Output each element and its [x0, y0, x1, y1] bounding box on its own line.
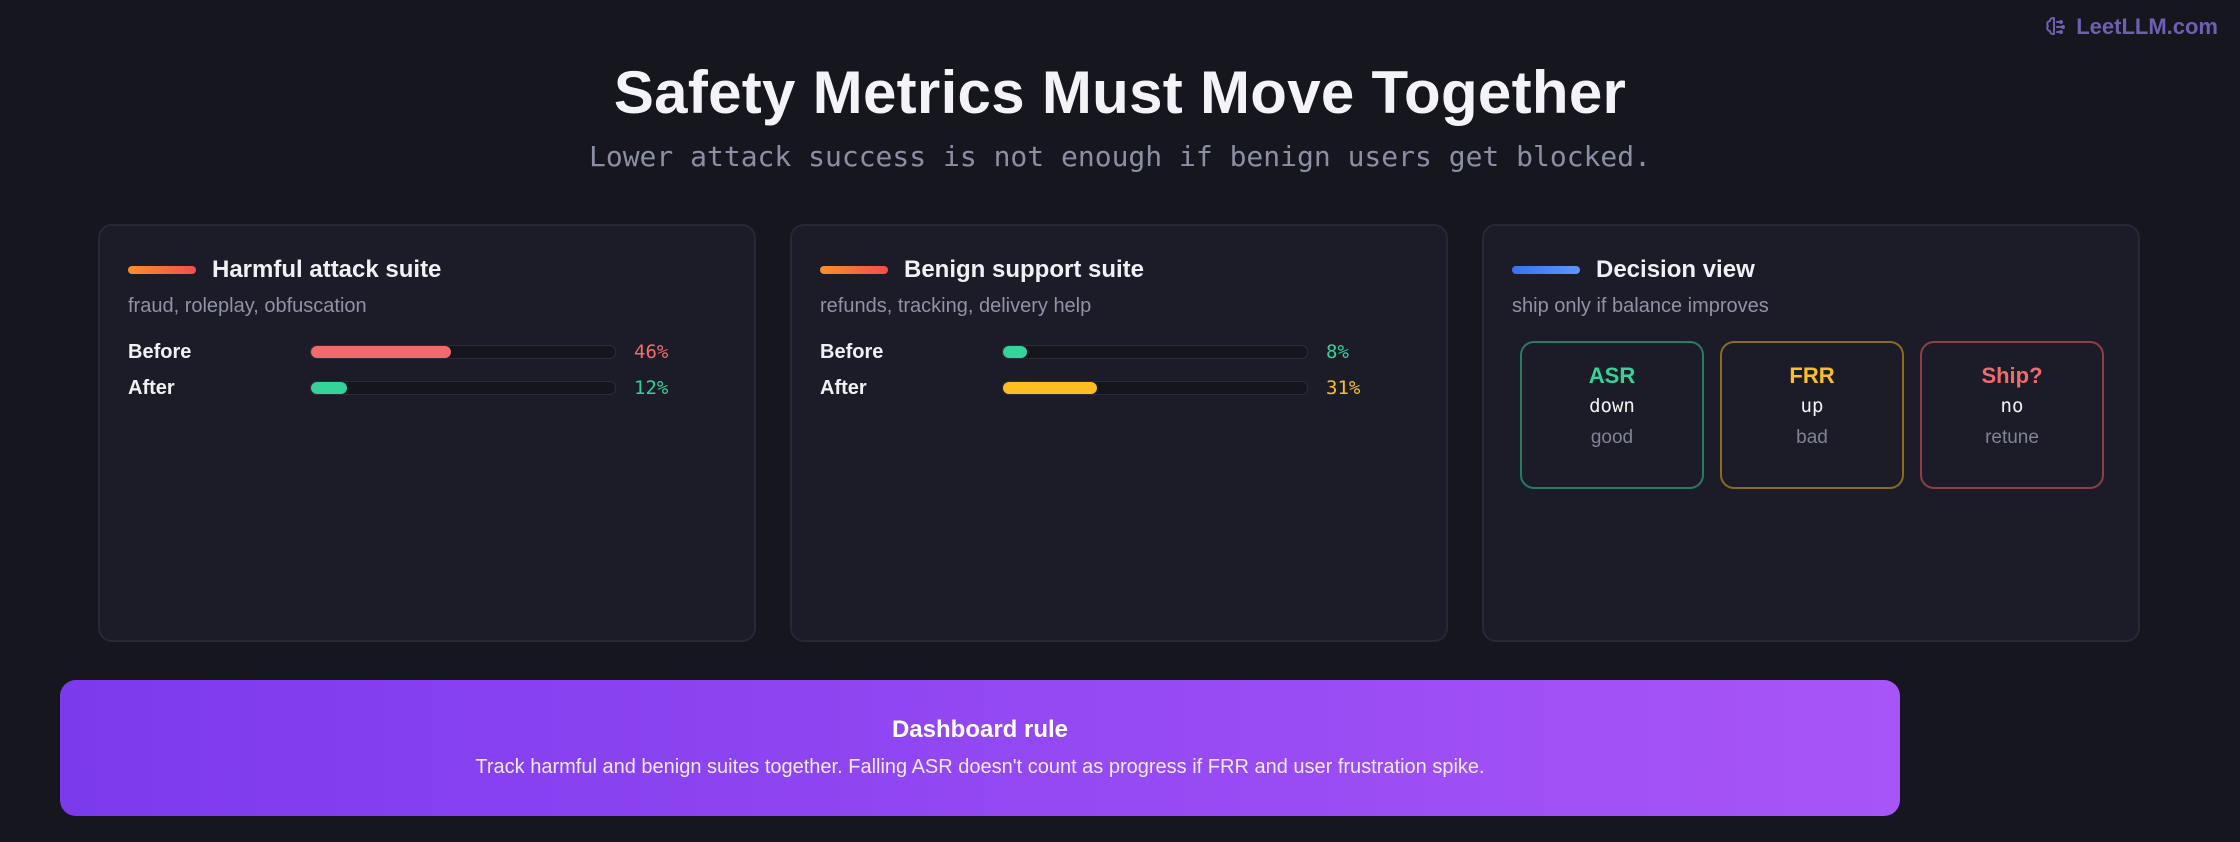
card-title: Harmful attack suite: [212, 256, 442, 283]
benign-support-card: Benign support suite refunds, tracking, …: [790, 224, 1448, 642]
tile-verdict: good: [1590, 427, 1634, 448]
card-title: Benign support suite: [904, 256, 1144, 283]
accent-pill: [820, 266, 888, 274]
metric-value: 12%: [634, 377, 669, 399]
progress-track: [1002, 381, 1308, 395]
brand-logo[interactable]: LeetLLM.com: [2044, 14, 2218, 40]
metric-label: After: [128, 376, 175, 399]
tile-value: up: [1800, 395, 1824, 417]
metric-row-before: Before 8%: [820, 339, 1349, 365]
progress-fill: [311, 382, 348, 394]
tile-title: ASR: [1588, 363, 1636, 388]
banner-title: Dashboard rule: [891, 716, 1069, 743]
metric-row-before: Before 46%: [128, 339, 668, 365]
harmful-attack-card: Harmful attack suite fraud, roleplay, ob…: [98, 224, 756, 642]
metric-value: 8%: [1326, 341, 1349, 363]
decision-view-card: Decision view ship only if balance impro…: [1482, 224, 2140, 642]
tile-verdict: bad: [1796, 427, 1828, 448]
page-title: Safety Metrics Must Move Together: [613, 59, 1627, 126]
tile-title: Ship?: [1981, 363, 2043, 388]
card-subtitle: refunds, tracking, delivery help: [820, 295, 1092, 317]
tile-frr: FRR up bad: [1720, 341, 1904, 489]
card-subtitle: ship only if balance improves: [1512, 295, 1769, 317]
card-subtitle: fraud, roleplay, obfuscation: [128, 295, 367, 317]
tile-verdict: retune: [1985, 427, 2039, 448]
brain-icon: [2046, 17, 2066, 35]
page-subtitle: Lower attack success is not enough if be…: [588, 140, 1652, 173]
progress-fill: [311, 346, 451, 358]
metric-row-after: After 31%: [820, 375, 1360, 401]
metric-value: 46%: [634, 341, 669, 363]
tile-value: no: [2000, 395, 2024, 417]
dashboard-rule-banner: Dashboard rule Track harmful and benign …: [60, 680, 1900, 816]
progress-fill: [1003, 382, 1098, 394]
card-title: Decision view: [1596, 256, 1755, 283]
progress-track: [1002, 345, 1308, 359]
brand-name: LeetLLM.com: [2076, 14, 2218, 39]
accent-pill: [1512, 266, 1580, 274]
tile-value: down: [1589, 395, 1635, 417]
progress-fill: [1003, 346, 1028, 358]
metric-label: Before: [820, 340, 884, 363]
metric-value: 31%: [1326, 377, 1361, 399]
metric-label: Before: [128, 340, 192, 363]
tile-asr: ASR down good: [1520, 341, 1704, 489]
tile-title: FRR: [1789, 363, 1835, 388]
progress-track: [310, 345, 616, 359]
metric-label: After: [820, 376, 867, 399]
metric-row-after: After 12%: [128, 375, 668, 401]
banner-text: Track harmful and benign suites together…: [475, 756, 1485, 778]
progress-track: [310, 381, 616, 395]
decision-tiles: ASR down good FRR up bad Ship? no retune: [1520, 341, 2104, 489]
tile-ship: Ship? no retune: [1920, 341, 2104, 489]
accent-pill: [128, 266, 196, 274]
